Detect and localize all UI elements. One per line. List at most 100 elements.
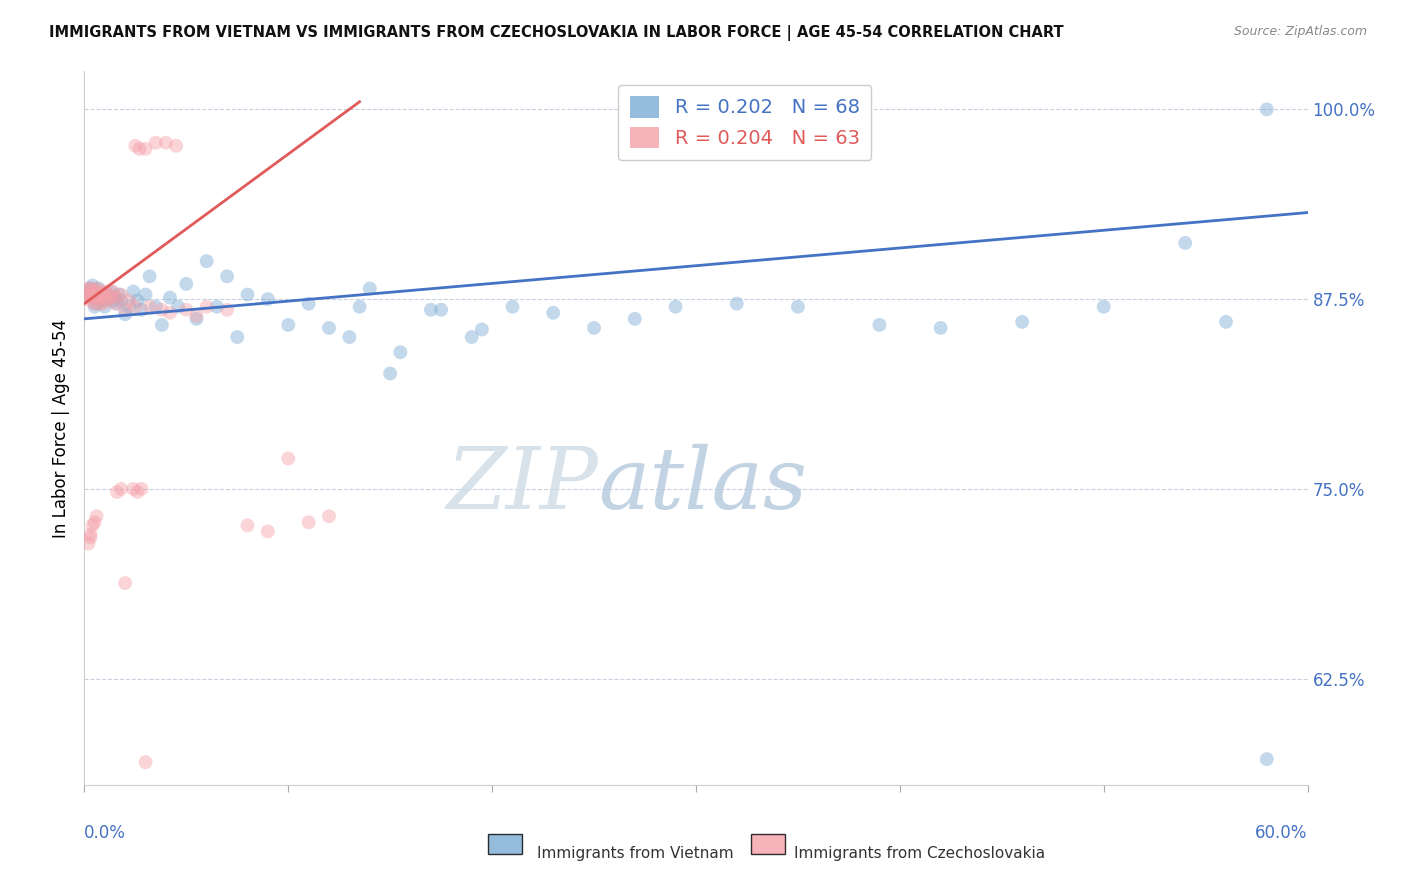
- Point: [502, 300, 524, 314]
- Point: [83, 516, 105, 530]
- Point: [430, 302, 453, 317]
- Point: [624, 311, 647, 326]
- Point: [665, 300, 688, 314]
- Point: [93, 291, 115, 305]
- Point: [110, 482, 132, 496]
- Point: [82, 291, 104, 305]
- Point: [82, 518, 104, 533]
- Point: [114, 576, 136, 591]
- Point: [97, 291, 120, 305]
- Point: [83, 291, 105, 305]
- Point: [87, 281, 110, 295]
- Point: [277, 318, 299, 332]
- Point: [167, 300, 190, 314]
- Text: Immigrants from Czechoslovakia: Immigrants from Czechoslovakia: [794, 846, 1045, 861]
- Point: [77, 285, 100, 299]
- Point: [318, 321, 340, 335]
- Point: [122, 482, 145, 496]
- Point: [122, 285, 145, 299]
- Point: [87, 296, 110, 310]
- Point: [165, 138, 187, 153]
- Y-axis label: In Labor Force | Age 45-54: In Labor Force | Age 45-54: [52, 318, 70, 538]
- Point: [159, 306, 181, 320]
- Point: [83, 300, 105, 314]
- Point: [339, 330, 361, 344]
- Text: IMMIGRANTS FROM VIETNAM VS IMMIGRANTS FROM CZECHOSLOVAKIA IN LABOR FORCE | AGE 4: IMMIGRANTS FROM VIETNAM VS IMMIGRANTS FR…: [49, 25, 1064, 41]
- Point: [96, 293, 118, 308]
- Point: [86, 509, 108, 524]
- Point: [79, 527, 101, 541]
- Text: ZIP: ZIP: [446, 444, 598, 526]
- Point: [195, 254, 218, 268]
- Point: [104, 296, 127, 310]
- Point: [420, 302, 443, 317]
- Point: [318, 509, 340, 524]
- Point: [257, 292, 280, 306]
- Point: [543, 306, 565, 320]
- Point: [298, 516, 321, 530]
- Point: [91, 287, 114, 301]
- Point: [349, 300, 371, 314]
- Point: [186, 309, 208, 323]
- Point: [186, 311, 208, 326]
- Point: [77, 287, 100, 301]
- Point: [91, 291, 114, 305]
- Point: [145, 136, 167, 150]
- Point: [79, 281, 101, 295]
- Point: [75, 285, 97, 299]
- Point: [174, 277, 197, 291]
- Point: [205, 300, 228, 314]
- Point: [108, 287, 131, 301]
- Point: [90, 287, 112, 301]
- Point: [150, 302, 173, 317]
- Text: atlas: atlas: [598, 444, 807, 526]
- Point: [101, 285, 124, 299]
- Point: [97, 287, 120, 301]
- Text: 0.0%: 0.0%: [84, 824, 127, 842]
- Point: [277, 451, 299, 466]
- Point: [86, 287, 108, 301]
- Point: [131, 482, 153, 496]
- Point: [79, 281, 101, 295]
- Point: [135, 142, 157, 156]
- Point: [145, 300, 167, 314]
- Point: [150, 318, 173, 332]
- Point: [93, 285, 115, 299]
- Point: [159, 291, 181, 305]
- Point: [105, 291, 128, 305]
- Point: [87, 287, 110, 301]
- Point: [100, 285, 122, 299]
- Point: [91, 296, 114, 310]
- Point: [1215, 315, 1237, 329]
- Point: [77, 281, 100, 295]
- Point: [226, 330, 249, 344]
- Point: [380, 367, 402, 381]
- Point: [110, 293, 132, 308]
- Point: [100, 291, 122, 305]
- Point: [79, 293, 101, 308]
- Point: [114, 307, 136, 321]
- Point: [83, 296, 105, 310]
- Text: Immigrants from Vietnam: Immigrants from Vietnam: [537, 846, 734, 861]
- Point: [82, 291, 104, 305]
- Point: [127, 484, 149, 499]
- Point: [1174, 235, 1197, 250]
- Point: [75, 291, 97, 305]
- Point: [257, 524, 280, 539]
- Point: [583, 321, 606, 335]
- Point: [83, 285, 105, 299]
- Point: [86, 296, 108, 310]
- Point: [135, 287, 157, 301]
- Text: Source: ZipAtlas.com: Source: ZipAtlas.com: [1233, 25, 1367, 38]
- Point: [96, 287, 118, 301]
- Point: [298, 296, 321, 310]
- Point: [138, 300, 160, 314]
- Point: [104, 291, 127, 305]
- FancyBboxPatch shape: [488, 834, 522, 855]
- Point: [127, 293, 149, 308]
- FancyBboxPatch shape: [751, 834, 786, 855]
- Point: [82, 278, 104, 293]
- Point: [174, 302, 197, 317]
- Point: [124, 300, 146, 314]
- Point: [124, 138, 146, 153]
